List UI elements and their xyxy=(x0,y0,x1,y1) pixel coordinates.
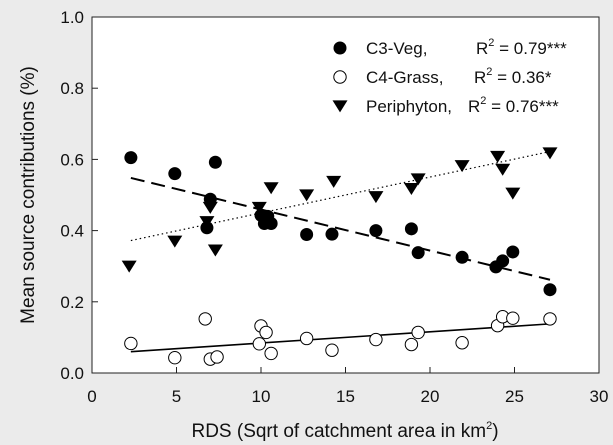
data-point xyxy=(121,260,137,273)
data-point xyxy=(300,228,314,242)
fit-line xyxy=(130,176,551,281)
data-point xyxy=(506,245,520,259)
data-point xyxy=(263,182,279,195)
data-point xyxy=(411,325,425,340)
data-point xyxy=(199,216,215,229)
data-point xyxy=(404,337,419,352)
data-point xyxy=(299,331,314,346)
data-point xyxy=(411,246,425,260)
data-point xyxy=(325,343,339,357)
legend-label: C4-Grass, R2 = 0.36* xyxy=(366,66,552,87)
data-point xyxy=(506,311,520,325)
data-point xyxy=(455,250,469,264)
legend-label: C3-Veg, R2 = 0.79*** xyxy=(366,37,567,58)
data-point xyxy=(264,216,278,230)
y-tick-label: 0.0 xyxy=(60,364,84,383)
legend-label: Periphyton, R2 = 0.76*** xyxy=(366,95,559,116)
data-point xyxy=(505,187,521,200)
data-point xyxy=(252,337,267,351)
x-axis-label: RDS (Sqrt of catchment area in km2) xyxy=(191,420,498,442)
x-tick-label: 0 xyxy=(87,387,96,406)
data-point xyxy=(124,151,138,165)
x-tick-label: 20 xyxy=(421,387,440,406)
y-axis-label: Mean source contributions (%) xyxy=(18,66,39,324)
y-tick-label: 0.2 xyxy=(60,293,84,312)
y-axis: 0.0 0.2 0.4 0.6 0.8 1.0 xyxy=(60,8,98,383)
data-point xyxy=(543,283,557,297)
data-point xyxy=(455,336,469,350)
data-point xyxy=(454,160,470,173)
data-point xyxy=(368,191,384,204)
fit-line xyxy=(130,323,551,353)
legend-marker xyxy=(333,70,347,84)
data-point xyxy=(495,163,511,176)
data-point xyxy=(198,312,212,326)
data-point xyxy=(403,182,419,195)
data-point xyxy=(259,325,273,340)
data-point xyxy=(167,235,183,248)
y-tick-label: 1.0 xyxy=(60,8,84,27)
x-tick-label: 25 xyxy=(505,387,524,406)
y-tick-label: 0.8 xyxy=(60,79,84,98)
data-point xyxy=(542,147,558,160)
data-point xyxy=(299,189,315,202)
data-point xyxy=(264,346,278,361)
data-point xyxy=(496,254,510,268)
legend-marker xyxy=(332,100,348,113)
x-tick-label: 5 xyxy=(172,387,181,406)
legend-marker xyxy=(333,41,347,55)
data-point xyxy=(168,167,182,181)
data-point xyxy=(208,155,222,169)
x-tick-label: 30 xyxy=(590,387,609,406)
legend: C3-Veg, R2 = 0.79*** C4-Grass, R2 = 0.36*… xyxy=(332,37,567,116)
data-point xyxy=(251,201,267,214)
data-point xyxy=(490,150,506,163)
data-point xyxy=(410,173,426,186)
data-point xyxy=(207,244,223,257)
y-tick-label: 0.4 xyxy=(60,222,84,241)
data-point xyxy=(210,350,224,364)
data-point xyxy=(404,222,418,236)
data-point xyxy=(325,227,339,241)
data-point xyxy=(124,336,138,351)
x-axis: 0 5 10 15 20 25 30 xyxy=(87,367,608,406)
x-tick-label: 10 xyxy=(252,387,271,406)
data-point xyxy=(543,312,557,326)
data-point xyxy=(369,224,383,238)
y-tick-label: 0.6 xyxy=(60,150,84,169)
data-point xyxy=(202,201,218,214)
data-point xyxy=(369,332,383,347)
x-tick-label: 15 xyxy=(336,387,355,406)
regression-lines xyxy=(130,150,551,353)
data-point xyxy=(326,175,342,188)
data-point xyxy=(168,350,182,365)
data-points xyxy=(121,147,558,366)
